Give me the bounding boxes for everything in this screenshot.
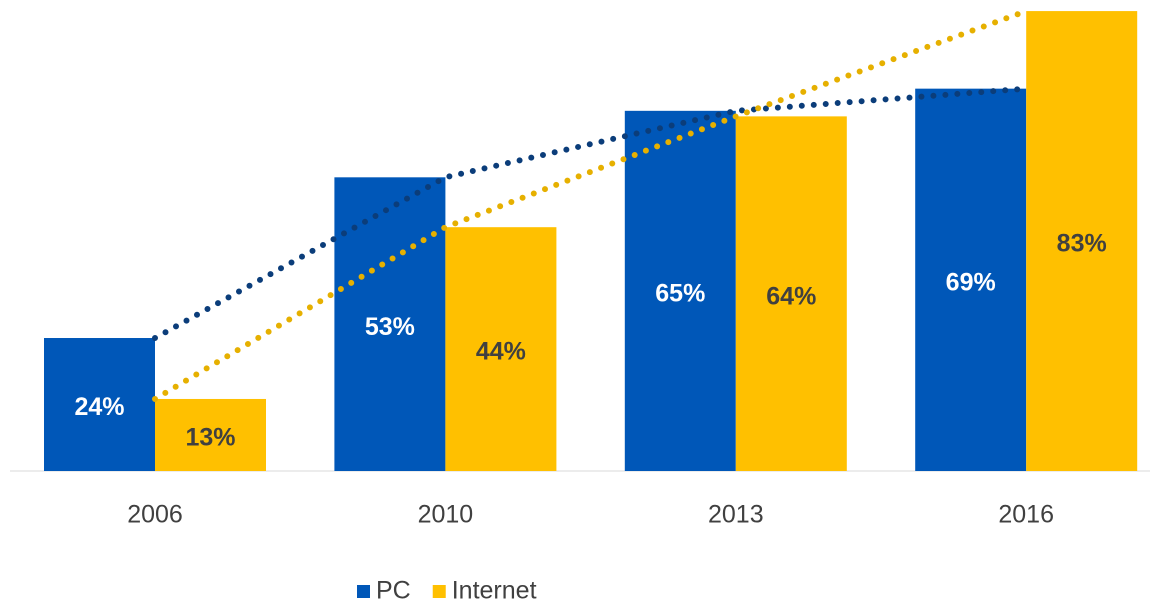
value-label: 65% xyxy=(655,280,705,308)
value-label: 69% xyxy=(946,268,996,296)
trend-line xyxy=(152,8,1030,402)
x-tick-label: 2010 xyxy=(418,501,474,529)
bar xyxy=(735,116,847,471)
legend-label: Internet xyxy=(452,577,537,604)
bar xyxy=(44,338,155,471)
x-tick-label: 2016 xyxy=(998,501,1054,529)
x-tick-label: 2006 xyxy=(127,501,183,529)
value-label: 53% xyxy=(365,313,415,341)
bar xyxy=(915,88,1027,472)
bar xyxy=(445,227,557,471)
bar xyxy=(155,398,266,471)
x-tick-label: 2013 xyxy=(708,501,764,529)
value-label: 13% xyxy=(185,424,235,452)
trend-line xyxy=(152,85,1030,342)
value-label: 64% xyxy=(766,282,816,310)
bar xyxy=(624,110,736,471)
value-label: 83% xyxy=(1057,230,1107,258)
legend-label: PC xyxy=(376,577,411,604)
value-label: 44% xyxy=(476,338,526,366)
value-label: 24% xyxy=(74,393,124,421)
legend-swatch xyxy=(357,585,370,598)
legend-swatch xyxy=(432,585,446,598)
bar xyxy=(1026,11,1138,471)
